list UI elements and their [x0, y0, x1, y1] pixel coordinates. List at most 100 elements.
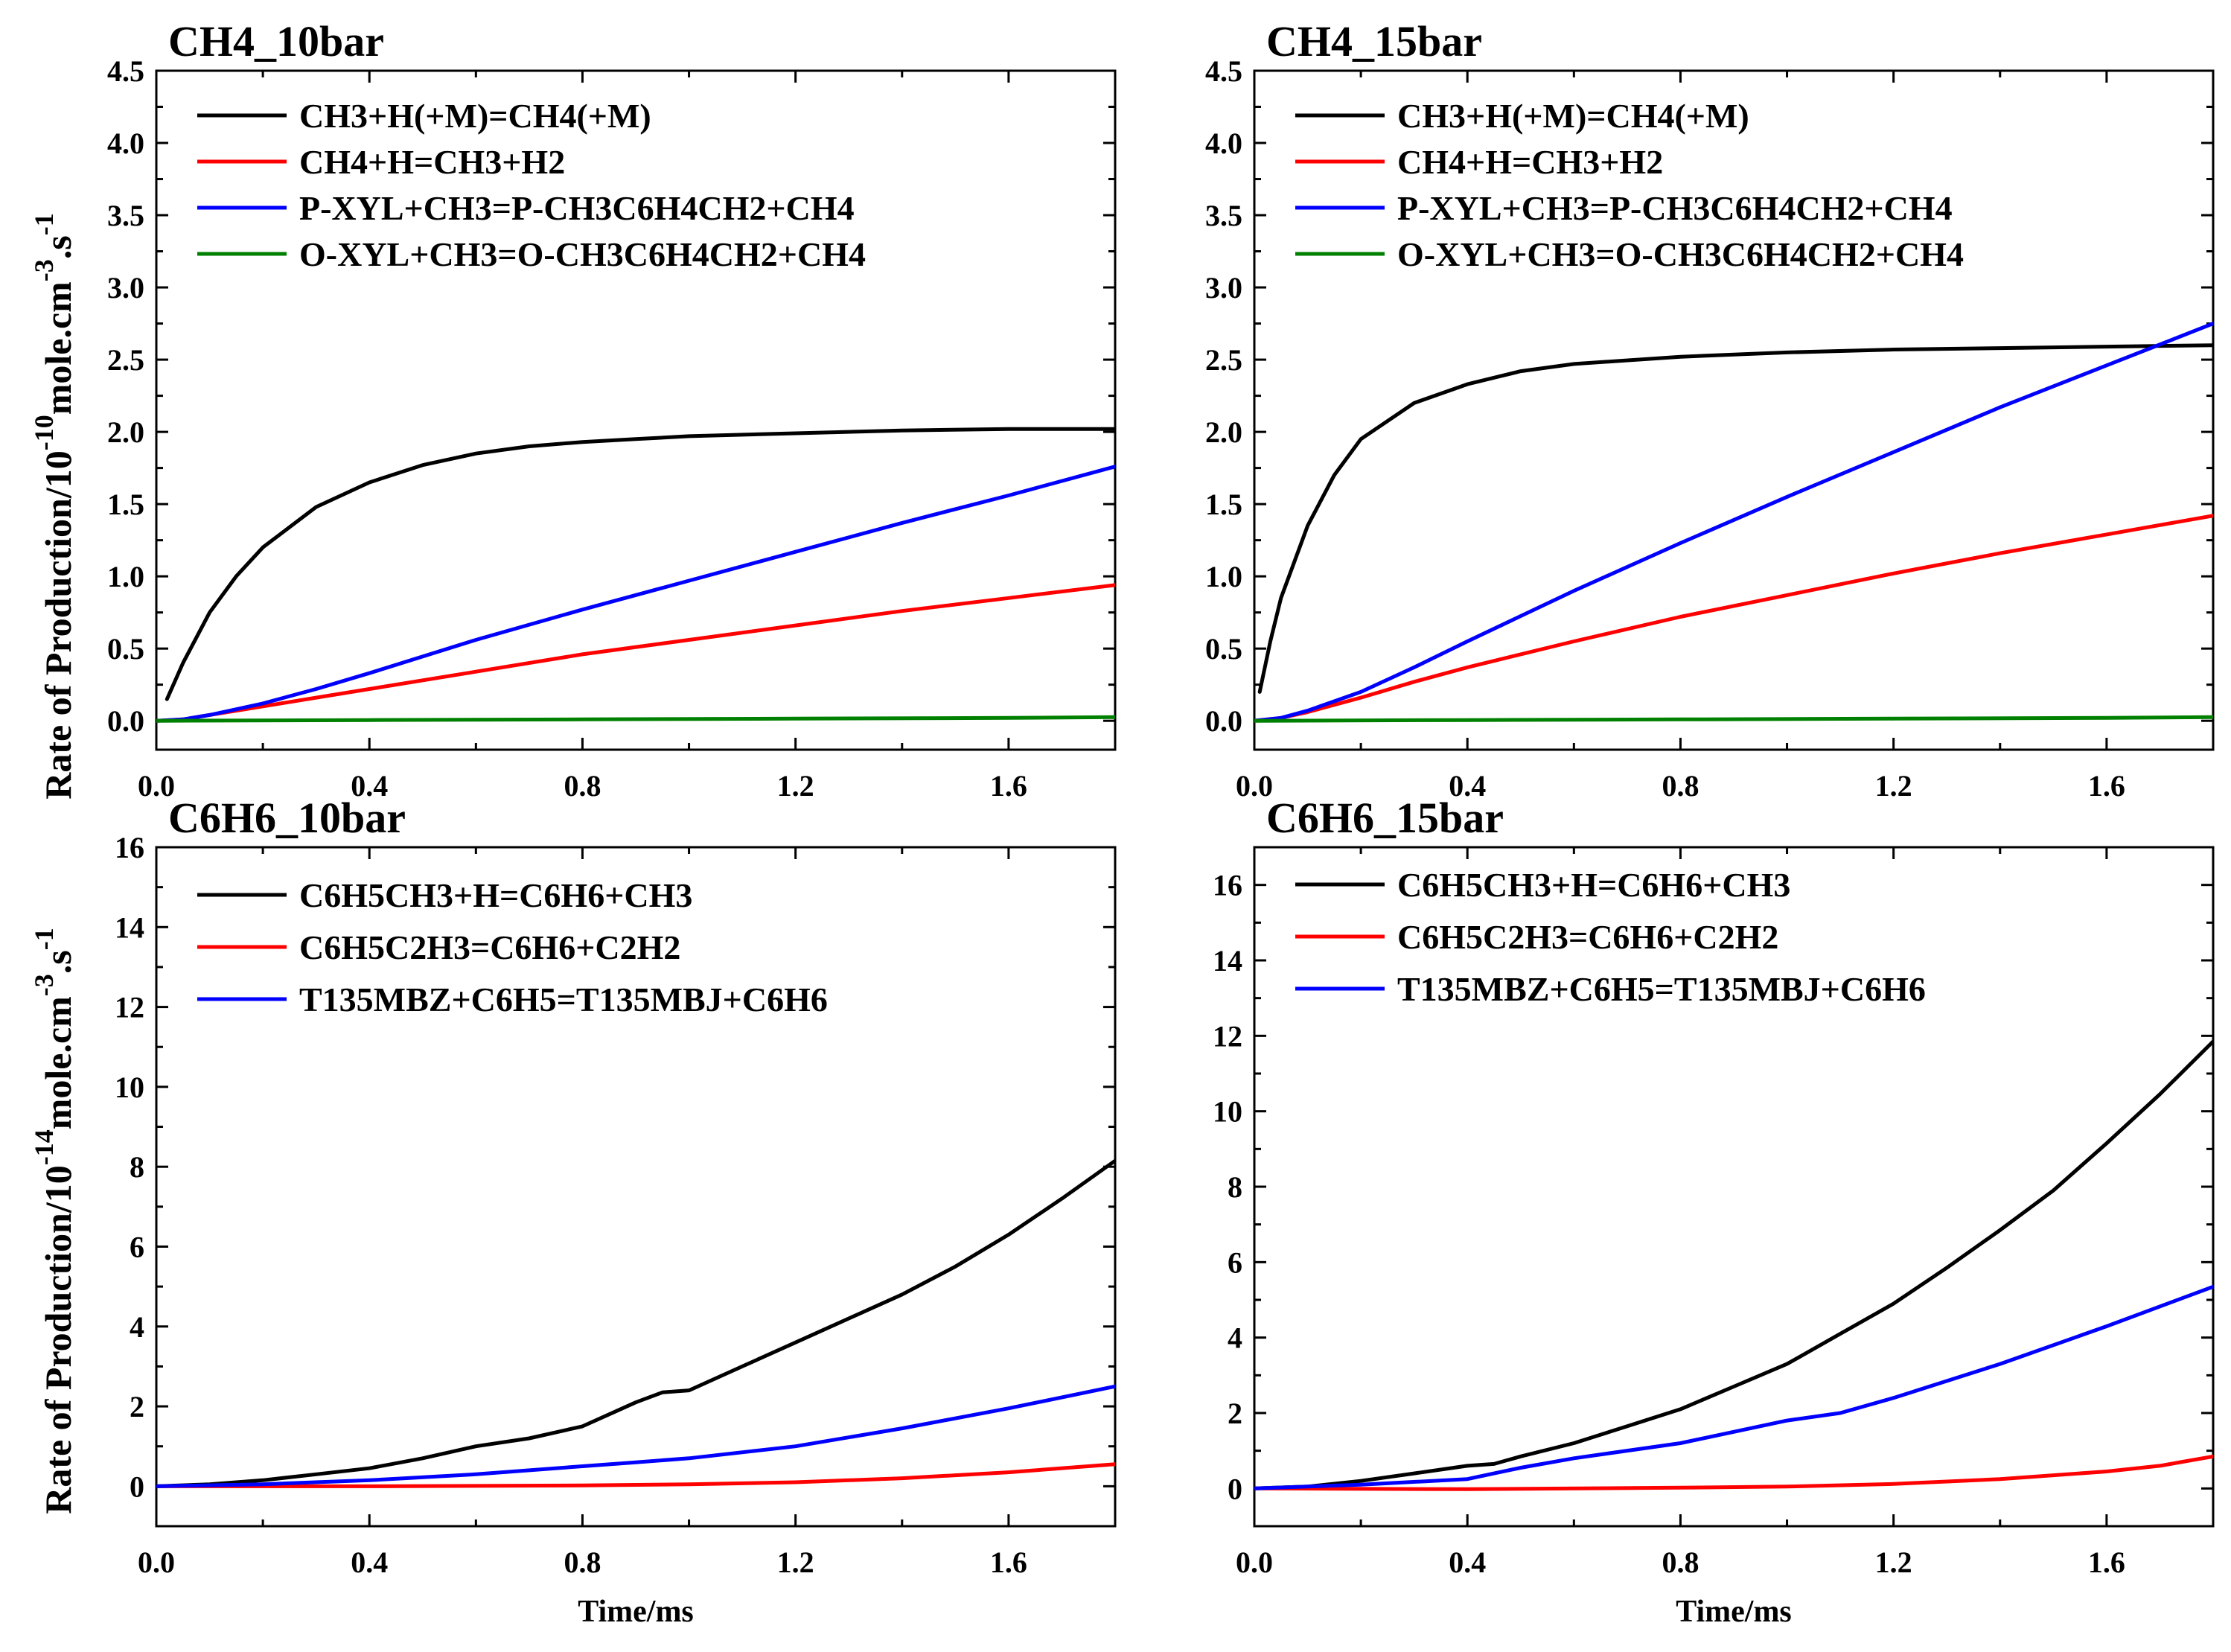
x-tick-label: 1.6 [2088, 1546, 2125, 1579]
legend-entry: CH4+H=CH3+H2 [1397, 143, 1663, 181]
y-tick-label: 1.5 [1205, 488, 1242, 521]
y-axis-title-unit: mole.cm [37, 996, 79, 1129]
x-tick-label: 0.0 [138, 1546, 175, 1579]
x-tick-label: 0.4 [351, 769, 388, 803]
x-tick-label: 0.0 [1236, 1546, 1273, 1579]
y-tick-label: 3.0 [1205, 271, 1242, 304]
chart-panels: CH4_10bar 0.0 0.4 0.8 1.2 1.6 0.0 0.5 1.0 1.5 2.0 2… [107, 17, 2215, 1629]
y-tick-label: 6 [1228, 1246, 1242, 1279]
y-tick-label: 1.5 [107, 488, 144, 521]
legend-entry: O-XYL+CH3=O-CH3C6H4CH2+CH4 [299, 235, 866, 273]
x-tick-label: 0.4 [1449, 769, 1486, 803]
y-tick-label: 3.5 [1205, 199, 1242, 232]
y-tick-label: 6 [130, 1230, 144, 1263]
x-axis-title: Time/ms [578, 1595, 694, 1629]
legend-entry: T135MBZ+C6H5=T135MBJ+C6H6 [299, 980, 828, 1018]
y-tick-label: 0.5 [1205, 632, 1242, 666]
y-tick-label: 1.0 [1205, 560, 1242, 593]
y-tick-label: 4.0 [1205, 127, 1242, 160]
series-line-2 [1254, 514, 2213, 723]
x-tick-label: 0.4 [351, 1546, 388, 1579]
x-tick-label: 1.2 [777, 1546, 814, 1579]
chart-title: CH4_10bar [168, 17, 384, 66]
plot-frame [155, 846, 1117, 1528]
y-tick-label: 2 [130, 1390, 144, 1423]
legend-entry: P-XYL+CH3=P-CH3C6H4CH2+CH4 [1397, 189, 1953, 227]
series-line-4 [156, 715, 1115, 723]
x-tick-label: 0.4 [1449, 1546, 1486, 1579]
chart-title: CH4_15bar [1266, 17, 1482, 66]
y-axis-title-bottom: Rate of Production/10-14mole.cm-3.s-1 [29, 928, 79, 1514]
y-tick-label: 0.0 [1205, 704, 1242, 738]
y-tick-label: 12 [115, 991, 144, 1024]
y-tick-label: 2 [1228, 1397, 1242, 1430]
y-tick-label: 8 [130, 1150, 144, 1184]
chart-title: C6H6_15bar [1266, 794, 1504, 842]
y-tick-label: 0 [1228, 1472, 1242, 1505]
x-tick-label: 0.0 [138, 769, 175, 803]
series-line-3 [156, 1384, 1115, 1488]
y-axis-title-exp: -14 [29, 1129, 59, 1165]
series-line-2 [1254, 1454, 2213, 1491]
y-axis-title-unit2-exp: -1 [29, 928, 59, 950]
y-axis-title-main: Rate of Production/10 [37, 1165, 79, 1514]
x-tick-label: 0.8 [564, 1546, 601, 1579]
series-line-2 [156, 583, 1115, 723]
y-tick-label: 4 [1228, 1321, 1242, 1355]
chart-panel-1: CH4_10bar 0.0 0.4 0.8 1.2 1.6 0.0 0.5 1.0 1.5 2.0 2… [107, 17, 1117, 803]
y-axis-title-unit2-exp: -1 [29, 213, 59, 235]
y-tick-label: 14 [115, 910, 144, 944]
legend: C6H5CH3+H=C6H6+CH3 C6H5C2H3=C6H6+C2H2 T135… [197, 876, 828, 1018]
x-tick-label: 0.8 [1662, 1546, 1699, 1579]
y-tick-label: 2.5 [107, 343, 144, 377]
series-line-1 [165, 427, 1115, 701]
plot-frame [1253, 69, 2215, 751]
y-tick-label: 2.0 [1205, 415, 1242, 449]
x-tick-label: 1.2 [777, 769, 814, 803]
x-axis-title: Time/ms [1676, 1595, 1792, 1629]
series-line-1 [156, 1158, 1115, 1488]
series-line-1 [1254, 1039, 2213, 1490]
y-tick-label: 4.5 [1205, 54, 1242, 88]
series-line-4 [1254, 715, 2213, 723]
legend-entry: P-XYL+CH3=P-CH3C6H4CH2+CH4 [299, 189, 855, 227]
x-tick-label: 1.6 [990, 1546, 1027, 1579]
y-axis-title-unit2: .s [37, 950, 79, 974]
series-line-3 [1254, 322, 2213, 723]
chart-title: C6H6_10bar [168, 794, 406, 842]
legend-entry: O-XYL+CH3=O-CH3C6H4CH2+CH4 [1397, 235, 1964, 273]
y-tick-label: 4.5 [107, 54, 144, 88]
y-tick-label: 4 [130, 1310, 144, 1344]
series-line-1 [1257, 343, 2213, 694]
series-line-3 [1254, 1284, 2213, 1490]
legend-entry: C6H5CH3+H=C6H6+CH3 [299, 876, 692, 914]
legend: C6H5CH3+H=C6H6+CH3 C6H5C2H3=C6H6+C2H2 T135… [1295, 866, 1926, 1008]
chart-panel-3: C6H6_10bar 0.0 0.4 0.8 1.2 1.6 0 2 4 6 8 10 12 14 16 Ti… [115, 794, 1117, 1629]
x-tick-label: 0.8 [564, 769, 601, 803]
series-line-3 [156, 465, 1115, 723]
x-tick-label: 1.6 [2088, 769, 2125, 803]
y-axis-title-top: Rate of Production/10-10mole.cm-3.s-1 [29, 213, 79, 800]
y-tick-label: 0.5 [107, 632, 144, 666]
y-axis-title-main: Rate of Production/10 [37, 450, 79, 799]
y-axis-title-unit-exp: -3 [29, 259, 59, 281]
y-axis-title-unit2: .s [37, 235, 79, 259]
y-tick-label: 3.0 [107, 271, 144, 304]
legend-entry: CH3+H(+M)=CH4(+M) [299, 97, 651, 135]
y-tick-label: 2.5 [1205, 343, 1242, 377]
x-tick-label: 0.0 [1236, 769, 1273, 803]
y-tick-label: 0.0 [107, 704, 144, 738]
legend: CH3+H(+M)=CH4(+M) CH4+H=CH3+H2 P-XYL+CH3=P… [197, 97, 866, 273]
legend: CH3+H(+M)=CH4(+M) CH4+H=CH3+H2 P-XYL+CH3=P… [1295, 97, 1964, 273]
y-tick-label: 3.5 [107, 199, 144, 232]
y-tick-label: 16 [115, 831, 144, 864]
y-tick-label: 0 [130, 1470, 144, 1503]
legend-entry: CH4+H=CH3+H2 [299, 143, 565, 181]
plot-frame [155, 69, 1117, 751]
series-line-2 [156, 1462, 1115, 1488]
legend-entry: C6H5CH3+H=C6H6+CH3 [1397, 866, 1790, 904]
legend-entry: C6H5C2H3=C6H6+C2H2 [1397, 918, 1778, 956]
y-tick-label: 1.0 [107, 560, 144, 593]
legend-entry: C6H5C2H3=C6H6+C2H2 [299, 928, 680, 966]
